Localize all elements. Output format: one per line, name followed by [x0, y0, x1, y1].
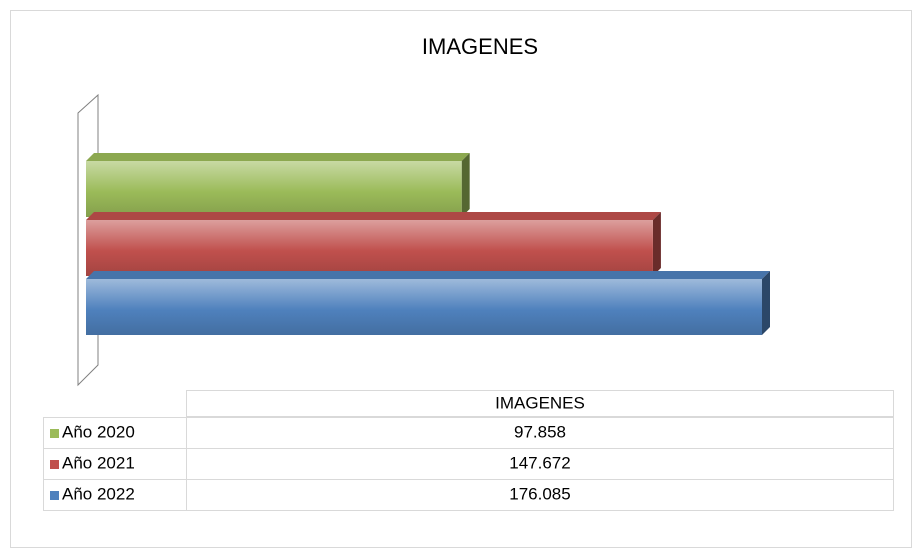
bar	[86, 212, 661, 276]
table-header: IMAGENES	[495, 393, 585, 412]
chart-title: IMAGENES	[422, 34, 538, 59]
legend-swatch	[50, 429, 59, 438]
bar-front	[86, 220, 653, 276]
bar-side	[762, 271, 770, 335]
data-label: 176.085	[509, 484, 570, 503]
legend-label: Año 2021	[62, 453, 135, 472]
bar-top	[86, 153, 470, 161]
legend-label: Año 2020	[62, 422, 135, 441]
legend-label: Año 2022	[62, 484, 135, 503]
bar-top	[86, 271, 770, 279]
data-label: 147.672	[509, 453, 570, 472]
bar	[86, 153, 470, 217]
table-header-cell	[186, 390, 894, 417]
legend-swatch	[50, 491, 59, 500]
bar-side	[461, 153, 470, 217]
bar-top	[86, 212, 661, 220]
table-value-cell	[186, 479, 894, 511]
legend-swatch	[50, 460, 59, 469]
data-label: 97.858	[514, 422, 566, 441]
back-wall	[77, 93, 99, 387]
bar-side	[652, 212, 661, 276]
bar-front	[86, 279, 762, 335]
bar	[86, 271, 770, 335]
bar-front	[86, 161, 462, 217]
